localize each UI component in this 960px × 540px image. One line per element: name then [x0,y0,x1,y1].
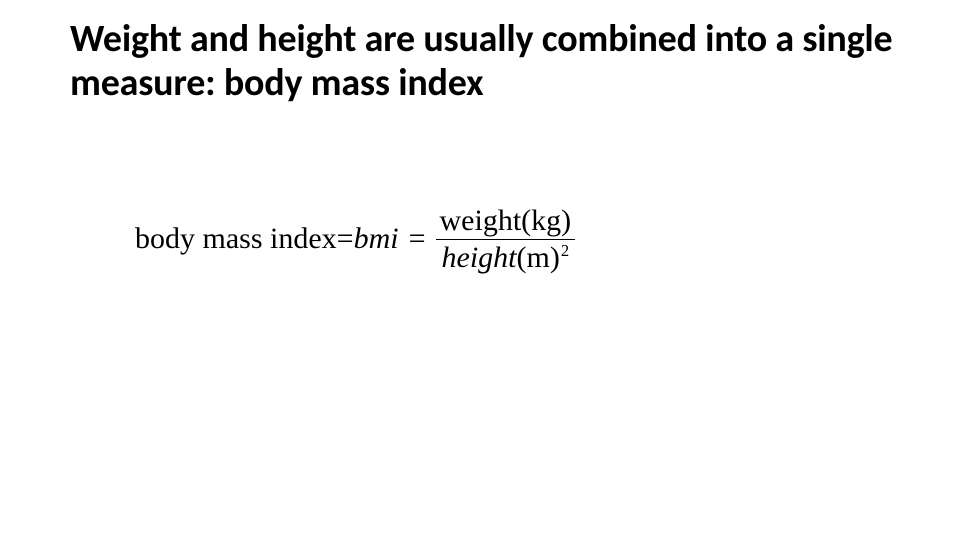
formula-den-exponent: 2 [561,241,569,260]
slide: Weight and height are usually combined i… [0,0,960,540]
formula-denominator: height(m)2 [436,239,576,274]
formula-numerator: weight(kg) [434,205,578,239]
slide-title: Weight and height are usually combined i… [70,18,920,105]
formula-den-var: height [442,241,517,274]
formula-fraction: weight(kg) height(m)2 [434,205,578,273]
formula-equals: = [409,222,426,256]
formula-lhs-var: bmi [354,222,399,256]
formula-lhs-text: body mass index= [135,222,354,256]
formula-den-unit: (m) [517,241,560,274]
bmi-formula: body mass index=bmi = weight(kg) height(… [135,205,577,273]
